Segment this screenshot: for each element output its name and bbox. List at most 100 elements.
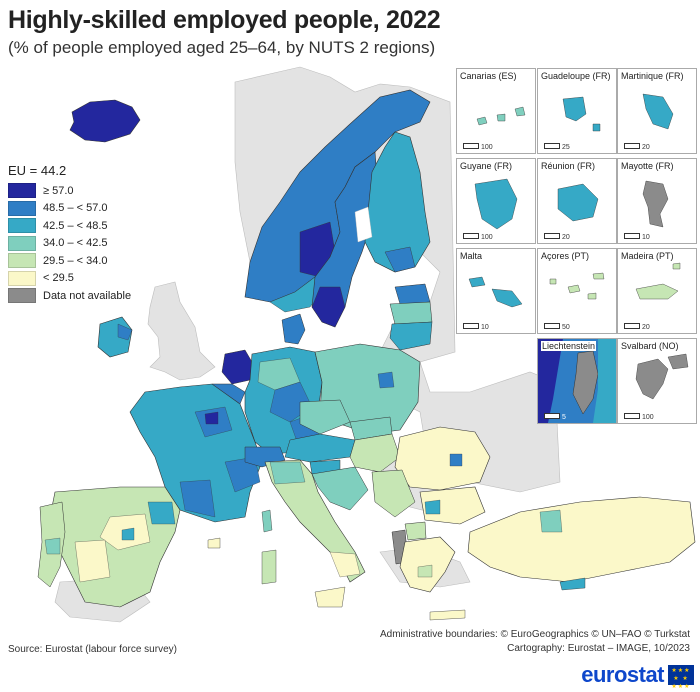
legend-item: 34.0 – < 42.5 [8,235,131,253]
scale-label: 50 [562,324,570,331]
inset-label: Guyane (FR) [460,161,513,171]
inset-label: Martinique (FR) [621,71,684,81]
inset-martinique: Martinique (FR) 20 [617,68,697,154]
inset-acores: Açores (PT) 50 [537,248,617,334]
inset-label: Liechtenstein [541,341,597,351]
inset-label: Madeira (PT) [621,251,674,261]
inset-label: Mayotte (FR) [621,161,674,171]
inset-liechtenstein: Liechtenstein 5 [537,338,617,424]
inset-label: Malta [460,251,483,261]
corsica [261,509,273,533]
eu-flag-icon: ★★★ ★ ★ ★★★ [668,665,694,690]
scale-bar [624,323,640,329]
scale-bar [624,413,640,419]
europe-map [37,66,696,623]
boundaries-note: Administrative boundaries: © EuroGeograp… [379,629,690,640]
north-macedonia [404,521,427,541]
scale-label: 10 [481,324,489,331]
inset-shape [557,183,599,222]
legend-swatch [8,253,36,269]
legend-swatch [8,270,36,286]
netherlands [221,349,253,385]
scale-label: 20 [642,324,650,331]
inset-madeira: Madeira (PT) 20 [617,248,697,334]
serbia [371,469,416,518]
scale-label: 20 [642,144,650,151]
scale-label: 20 [562,234,570,241]
italy [264,459,366,583]
inset-shape [635,353,689,400]
legend-item: < 29.5 [8,270,131,288]
legend-swatch [8,200,36,216]
inset-canarias: Canarias (ES) 100 [456,68,536,154]
lithuania [389,321,433,351]
legend-item: 42.5 – < 48.5 [8,217,131,235]
legend-label: 48.5 – < 57.0 [43,202,108,215]
scale-bar [463,323,479,329]
iceland [69,99,141,143]
great-britain [147,281,216,381]
scale-bar [544,143,560,149]
latvia [389,301,433,325]
legend-swatch [8,235,36,251]
credits: Administrative boundaries: © EuroGeograp… [380,628,690,656]
scale-label: 100 [642,414,654,421]
inset-label: Açores (PT) [541,251,590,261]
legend-swatch [8,218,36,234]
legend-item: 48.5 – < 57.0 [8,200,131,218]
inset-guyane: Guyane (FR) 100 [456,158,536,244]
scale-bar [624,233,640,239]
logo-wordmark: eurostat [581,662,664,687]
inset-guadeloupe: Guadeloupe (FR) 25 [537,68,617,154]
inset-shape [635,262,681,300]
inset-svalbard: Svalbard (NO) 100 [617,338,697,424]
legend-label: 34.0 – < 42.5 [43,237,108,250]
denmark [281,313,306,345]
legend-swatch [8,288,36,304]
legend-item: 29.5 – < 34.0 [8,252,131,270]
czechia [299,399,351,435]
crete [429,609,466,621]
inset-shape [474,178,518,230]
legend-label: 29.5 – < 34.0 [43,254,108,267]
inset-label: Svalbard (NO) [621,341,679,351]
map-subtitle: (% of people employed aged 25–64, by NUT… [8,38,436,57]
scale-bar [624,143,640,149]
inset-shape [476,106,526,126]
sicily [314,586,346,608]
map-title: Highly-skilled employed people, 2022 [8,6,441,34]
legend-label: ≥ 57.0 [43,184,74,197]
scale-label: 5 [562,414,566,421]
bulgaria [419,486,486,525]
scale-bar [544,413,560,419]
legend-eu-value: EU = 44.2 [8,163,67,178]
eurostat-logo: eurostat ★★★ ★ ★ ★★★ [581,662,694,690]
map-legend: EU = 44.2 ≥ 57.0 48.5 – < 57.0 42.5 – < … [8,163,131,305]
france [129,383,263,523]
scale-label: 100 [481,234,493,241]
inset-label: Réunion (FR) [541,161,596,171]
turkey [467,496,696,583]
inset-shape [538,339,616,423]
croatia [311,466,369,511]
scale-label: 100 [481,144,493,151]
finland [364,131,431,273]
inset-label: Guadeloupe (FR) [541,71,611,81]
scale-bar [544,323,560,329]
sardinia [261,549,277,585]
inset-shape [468,276,523,308]
baleares [207,537,221,549]
scale-bar [463,143,479,149]
estonia [394,283,431,305]
inset-shape [562,96,601,132]
source-note: Source: Eurostat (labour force survey) [8,644,177,655]
legend-label: Data not available [43,289,132,302]
legend-label: < 29.5 [43,272,74,285]
legend-swatch [8,183,36,199]
inset-reunion: Réunion (FR) 20 [537,158,617,244]
greece [399,536,456,593]
romania [394,426,491,491]
cyprus [559,577,586,591]
inset-shape [642,93,674,130]
inset-shape [549,272,605,300]
